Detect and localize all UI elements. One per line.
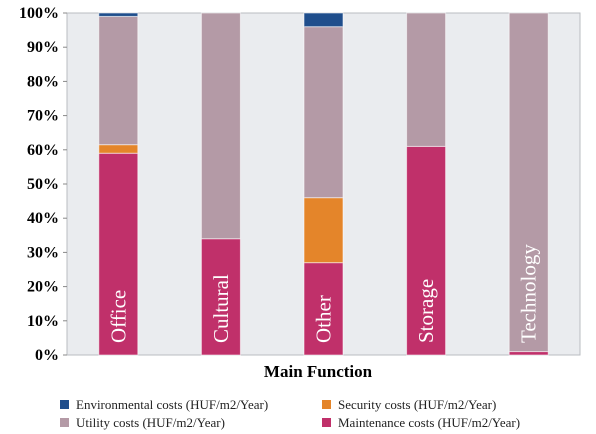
y-tick-label: 80%: [27, 73, 59, 90]
legend-item-environmental: Environmental costs (HUF/m2/Year): [60, 396, 322, 413]
legend-label-security: Security costs (HUF/m2/Year): [338, 397, 497, 412]
bar-segment-4-0: [508, 351, 549, 356]
legend: Environmental costs (HUF/m2/Year) Securi…: [60, 396, 590, 431]
y-tick-label: 0%: [35, 347, 59, 364]
legend-swatch-maintenance: [322, 418, 331, 427]
bar-segment-1-0: [200, 238, 241, 356]
category-label: Technology: [517, 244, 541, 343]
category-label: Storage: [414, 279, 438, 343]
legend-label-maintenance: Maintenance costs (HUF/m2/Year): [338, 415, 521, 430]
legend-swatch-utility: [60, 418, 69, 427]
legend-label-environmental: Environmental costs (HUF/m2/Year): [76, 397, 269, 412]
bar-segment-0-1: [98, 144, 139, 154]
y-tick-label: 90%: [27, 39, 59, 56]
bar-segment-1-2: [200, 12, 241, 240]
bar-segment-3-2: [406, 12, 447, 147]
bar-segment-2-0: [303, 262, 344, 356]
x-axis-title: Main Function: [264, 362, 373, 381]
legend-swatch-security: [322, 400, 331, 409]
bar-segment-2-1: [303, 197, 344, 264]
bar-segment-2-3: [303, 12, 344, 28]
bar-segment-2-2: [303, 26, 344, 199]
y-tick-label: 30%: [27, 244, 59, 261]
bar-segment-0-2: [98, 15, 139, 146]
bar-segment-3-0: [406, 145, 447, 356]
legend-swatch-environmental: [60, 400, 69, 409]
bar-segment-0-3: [98, 12, 139, 17]
bar-segment-4-2: [508, 12, 549, 353]
category-label: Other: [312, 295, 336, 343]
y-tick-label: 100%: [19, 5, 59, 22]
y-tick-label: 20%: [27, 279, 59, 296]
category-label: Cultural: [209, 274, 233, 343]
bar-segment-0-0: [98, 152, 139, 356]
legend-label-utility: Utility costs (HUF/m2/Year): [76, 415, 225, 430]
y-tick-label: 60%: [27, 142, 59, 159]
y-tick-label: 70%: [27, 108, 59, 125]
y-tick-label: 10%: [27, 313, 59, 330]
legend-item-security: Security costs (HUF/m2/Year): [322, 396, 584, 413]
legend-item-maintenance: Maintenance costs (HUF/m2/Year): [322, 414, 584, 431]
legend-item-utility: Utility costs (HUF/m2/Year): [60, 414, 322, 431]
y-tick-label: 50%: [27, 176, 59, 193]
y-tick-label: 40%: [27, 210, 59, 227]
category-label: Office: [106, 290, 130, 343]
